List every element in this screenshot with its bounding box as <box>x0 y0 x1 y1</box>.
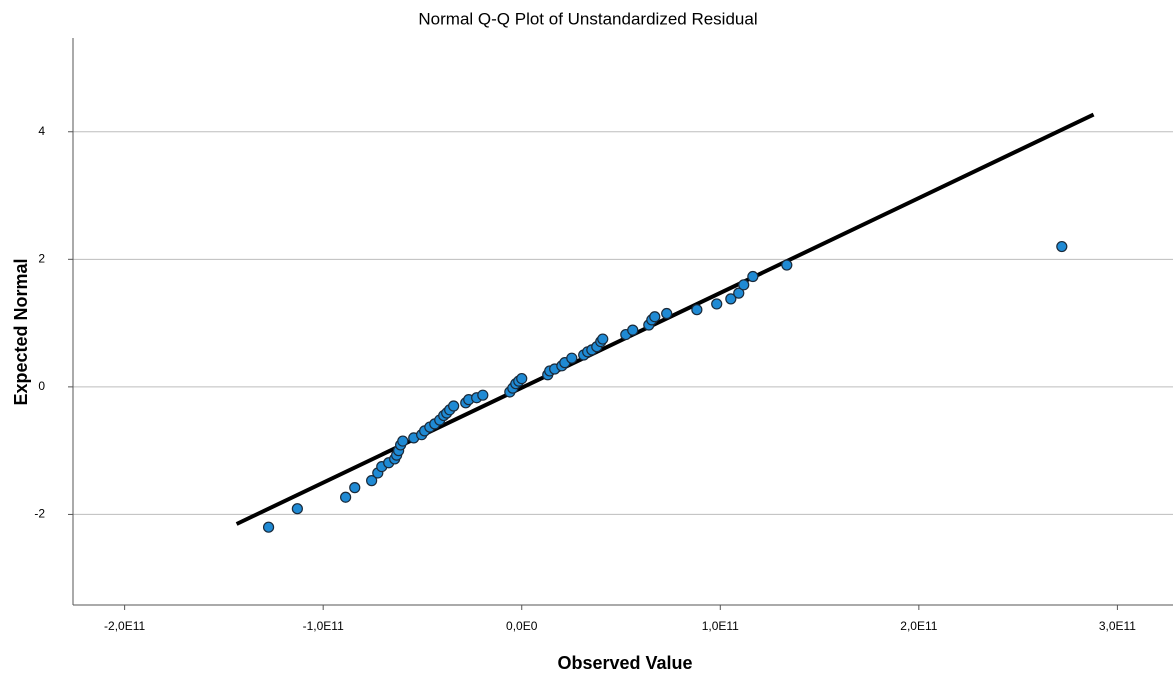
point <box>661 307 673 320</box>
point <box>725 293 737 305</box>
point <box>291 503 303 515</box>
point <box>649 311 661 323</box>
point <box>366 475 378 487</box>
y-tick-label: 2 <box>38 251 45 265</box>
point <box>781 259 793 271</box>
y-tick-label: 4 <box>38 124 45 138</box>
point <box>477 389 489 401</box>
x-axis-title: Observed Value <box>557 653 692 673</box>
point <box>340 491 352 503</box>
y-tick-label: 0 <box>38 379 45 393</box>
point <box>397 435 409 447</box>
chart-title: Normal Q-Q Plot of Unstandardized Residu… <box>418 9 757 28</box>
point <box>262 521 275 533</box>
x-tick-label: -1,0E11 <box>303 619 344 633</box>
point <box>516 372 528 385</box>
x-tick-label: -2,0E11 <box>104 619 145 633</box>
point <box>1056 240 1068 253</box>
point <box>733 287 745 299</box>
x-tick-label: 1,0E11 <box>702 619 739 633</box>
point <box>711 298 723 310</box>
point <box>597 333 609 345</box>
x-tick-label: 2,0E11 <box>900 619 937 633</box>
reference-line <box>235 112 1095 526</box>
y-tick-label: -2 <box>34 507 45 521</box>
point <box>738 279 750 291</box>
x-tick-label: 0,0E0 <box>506 619 538 633</box>
point <box>349 482 361 494</box>
point <box>627 324 639 336</box>
point <box>448 400 460 412</box>
x-tick-label: 3,0E11 <box>1099 619 1136 633</box>
point <box>566 352 578 364</box>
point <box>691 304 703 316</box>
y-axis-title: Expected Normal <box>11 258 31 405</box>
point <box>747 270 759 283</box>
